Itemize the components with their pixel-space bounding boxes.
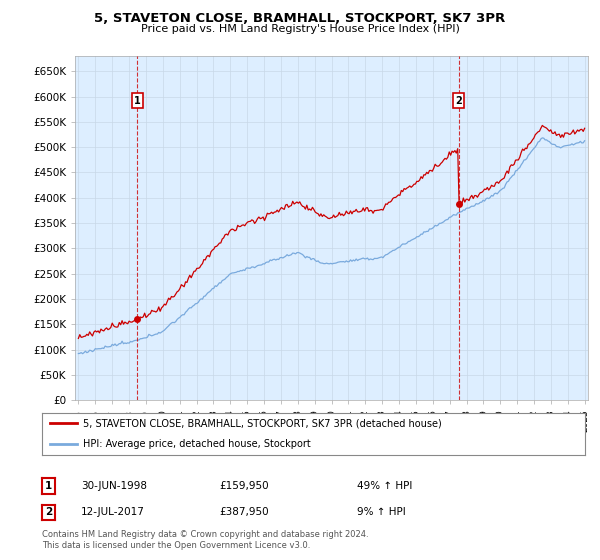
- Text: 2: 2: [455, 96, 462, 106]
- Text: 2: 2: [45, 507, 52, 517]
- Text: 9% ↑ HPI: 9% ↑ HPI: [357, 507, 406, 517]
- Text: 1: 1: [134, 96, 141, 106]
- Text: £387,950: £387,950: [219, 507, 269, 517]
- Text: Price paid vs. HM Land Registry's House Price Index (HPI): Price paid vs. HM Land Registry's House …: [140, 24, 460, 34]
- Text: This data is licensed under the Open Government Licence v3.0.: This data is licensed under the Open Gov…: [42, 541, 310, 550]
- Text: 5, STAVETON CLOSE, BRAMHALL, STOCKPORT, SK7 3PR (detached house): 5, STAVETON CLOSE, BRAMHALL, STOCKPORT, …: [83, 418, 442, 428]
- Text: 5, STAVETON CLOSE, BRAMHALL, STOCKPORT, SK7 3PR: 5, STAVETON CLOSE, BRAMHALL, STOCKPORT, …: [94, 12, 506, 25]
- Text: Contains HM Land Registry data © Crown copyright and database right 2024.: Contains HM Land Registry data © Crown c…: [42, 530, 368, 539]
- Text: 30-JUN-1998: 30-JUN-1998: [81, 481, 147, 491]
- Text: 1: 1: [45, 481, 52, 491]
- Text: 49% ↑ HPI: 49% ↑ HPI: [357, 481, 412, 491]
- Text: HPI: Average price, detached house, Stockport: HPI: Average price, detached house, Stoc…: [83, 439, 310, 449]
- Text: 12-JUL-2017: 12-JUL-2017: [81, 507, 145, 517]
- Text: £159,950: £159,950: [219, 481, 269, 491]
